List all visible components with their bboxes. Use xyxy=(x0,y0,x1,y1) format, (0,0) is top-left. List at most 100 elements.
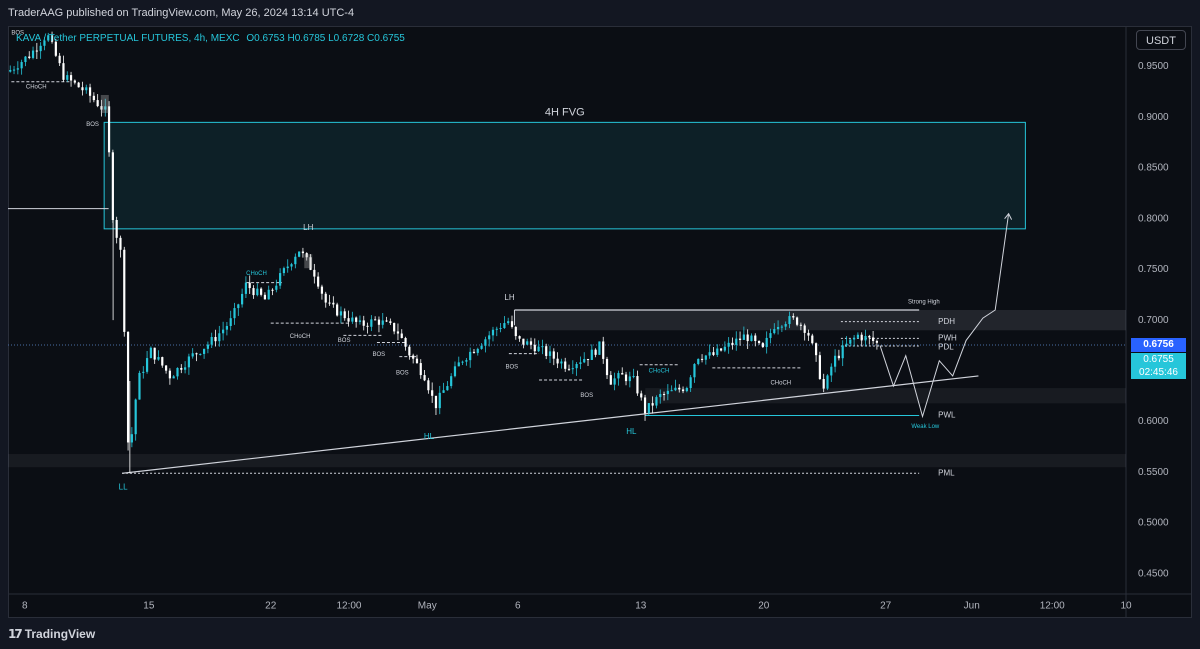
candle-body xyxy=(841,345,844,359)
candle-body xyxy=(434,395,438,409)
candle-body xyxy=(845,343,848,346)
candle-body xyxy=(195,353,198,355)
candle-body xyxy=(731,342,734,345)
candle-body xyxy=(298,251,301,257)
candle-body xyxy=(613,378,616,385)
candle-body xyxy=(218,333,221,342)
annotation-bos: BOS xyxy=(338,338,351,344)
candle-body xyxy=(526,341,529,345)
candle-body xyxy=(510,321,514,327)
candle-body xyxy=(85,87,88,91)
close-price-tag: 0.6755 02:45:46 xyxy=(1131,353,1186,379)
y-tick-label: 0.8000 xyxy=(1138,213,1169,224)
candle-body xyxy=(461,361,464,363)
y-tick-label: 0.5500 xyxy=(1138,467,1169,478)
candle-body xyxy=(529,341,533,345)
symbol-legend: KAVA / Tether PERPETUAL FUTURES, 4h, MEX… xyxy=(16,33,405,44)
candle-body xyxy=(609,375,612,385)
candle-body xyxy=(187,356,190,368)
candle-body xyxy=(488,335,491,340)
annotation-pdl: PDL xyxy=(938,343,954,352)
projection-path xyxy=(879,213,1010,419)
candle-body xyxy=(134,399,137,435)
candle-body xyxy=(431,390,434,396)
candle-body xyxy=(678,387,681,390)
candle-body xyxy=(54,41,57,56)
candle-body xyxy=(537,346,540,352)
candle-body xyxy=(438,392,441,409)
candle-body xyxy=(12,69,16,71)
candle-body xyxy=(237,304,240,309)
candle-body xyxy=(685,388,688,392)
candle-body xyxy=(404,338,407,347)
candle-body xyxy=(700,358,704,360)
candle-body xyxy=(16,68,19,70)
candle-body xyxy=(693,364,696,378)
candle-body xyxy=(374,319,377,321)
candle-body xyxy=(427,380,430,391)
candle-body xyxy=(199,353,202,355)
candle-body xyxy=(632,376,635,378)
candle-body xyxy=(480,345,483,349)
candle-body xyxy=(621,373,624,375)
order-block-box xyxy=(304,254,313,269)
chart-frame[interactable] xyxy=(8,26,1192,618)
candle-body xyxy=(256,288,259,296)
annotation-weak-low: Weak Low xyxy=(911,424,940,430)
annotation-pdh: PDH xyxy=(938,317,955,326)
candle-body xyxy=(24,56,27,63)
candle-body xyxy=(651,403,654,406)
candle-body xyxy=(396,331,400,334)
candle-body xyxy=(47,35,50,41)
brand-name: TradingView xyxy=(24,627,96,641)
candle-body xyxy=(400,333,403,339)
candle-body xyxy=(100,106,103,110)
y-tick-label: 0.7000 xyxy=(1138,315,1169,326)
candle-body xyxy=(583,359,586,363)
candle-body xyxy=(9,70,12,72)
candle-body xyxy=(681,389,685,392)
candle-body xyxy=(541,346,544,348)
x-tick-label: 12:00 xyxy=(1040,601,1065,612)
candle-body xyxy=(833,355,837,367)
annotation-pwh: PWH xyxy=(938,334,957,343)
candle-body xyxy=(43,40,46,46)
candle-body xyxy=(210,336,213,345)
fvg-zone xyxy=(103,121,1026,230)
candle-body xyxy=(358,320,362,322)
last-price-tag: 0.6756 xyxy=(1131,338,1186,352)
candle-body xyxy=(320,286,324,294)
candle-body xyxy=(704,355,707,360)
candle-body xyxy=(275,285,278,290)
currency-button[interactable]: USDT xyxy=(1136,30,1186,50)
candle-body xyxy=(309,257,312,270)
candle-body xyxy=(343,311,346,319)
candle-body xyxy=(484,339,487,346)
candle-body xyxy=(145,358,149,372)
candle-body xyxy=(279,273,282,286)
candle-body xyxy=(332,302,335,305)
candle-body xyxy=(142,371,145,373)
candle-body xyxy=(69,75,73,81)
candle-body xyxy=(548,351,552,356)
price-chart[interactable]: 0.95000.90000.85000.80000.75000.70000.65… xyxy=(8,26,1192,618)
candle-body xyxy=(457,362,460,367)
candle-body xyxy=(666,390,669,395)
candle-body xyxy=(803,325,806,333)
candle-body xyxy=(39,45,42,52)
candle-body xyxy=(769,333,772,338)
candle-body xyxy=(153,347,156,360)
candle-body xyxy=(491,329,495,336)
candle-body xyxy=(347,318,350,322)
candle-body xyxy=(814,343,818,356)
tradingview-logo[interactable]: 17 TradingView xyxy=(8,627,95,641)
symbol-name: KAVA / Tether PERPETUAL FUTURES, 4h, MEX… xyxy=(16,33,240,44)
candle-body xyxy=(670,390,673,392)
candle-body xyxy=(754,335,757,341)
candle-body xyxy=(507,321,510,324)
candle-body xyxy=(408,346,411,356)
candle-body xyxy=(788,316,791,324)
footer-bar: 17 TradingView xyxy=(0,620,1200,649)
candle-body xyxy=(795,317,799,325)
candle-body xyxy=(518,336,521,339)
